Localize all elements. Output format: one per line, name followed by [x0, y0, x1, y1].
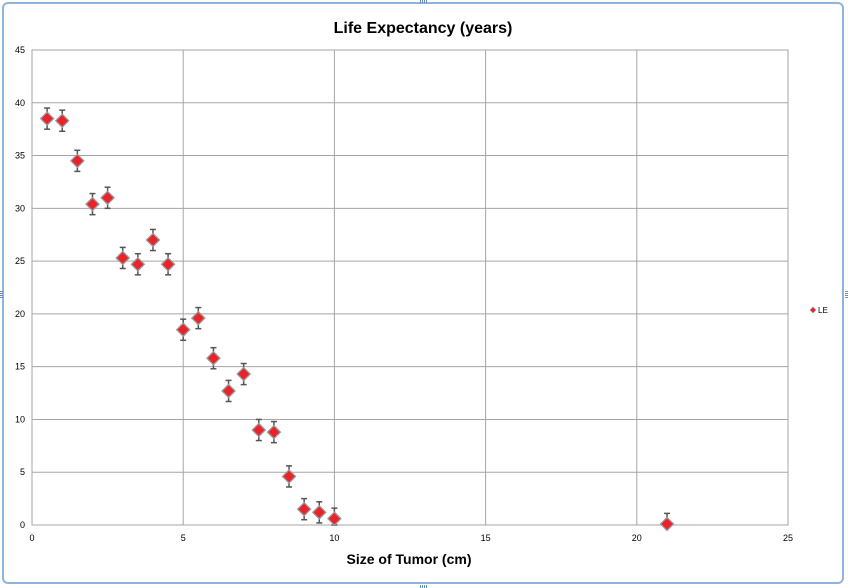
diamond-marker: [236, 366, 252, 382]
data-point: [251, 418, 267, 442]
grid: [31, 49, 789, 526]
data-point: [100, 186, 116, 210]
diamond-marker: [311, 504, 327, 520]
data-point: [236, 362, 252, 386]
data-point: [145, 228, 161, 252]
x-tick-label: 10: [329, 533, 339, 543]
legend: LE: [809, 306, 828, 315]
diamond-marker: [160, 256, 176, 272]
legend-label: LE: [818, 306, 828, 315]
data-series: [39, 107, 675, 532]
resize-handle-top[interactable]: [420, 0, 428, 3]
diamond-marker: [39, 111, 55, 127]
x-axis-title: Size of Tumor (cm): [347, 551, 472, 567]
data-point: [54, 109, 70, 133]
y-tick-label: 10: [15, 414, 25, 424]
x-tick-label: 5: [181, 533, 186, 543]
data-point: [326, 507, 342, 527]
data-point: [281, 465, 297, 488]
y-tick-label: 15: [15, 362, 25, 372]
data-point: [85, 192, 100, 216]
data-point: [160, 252, 176, 276]
data-point: [175, 318, 191, 342]
y-tick-label: 5: [20, 467, 25, 477]
x-axis: 0 5 10 15 20 25: [29, 533, 793, 543]
data-point: [659, 512, 675, 532]
data-point: [130, 252, 146, 276]
diamond-marker: [100, 190, 116, 206]
x-tick-label: 25: [783, 533, 793, 543]
diamond-marker: [190, 310, 206, 326]
x-tick-label: 20: [632, 533, 642, 543]
diamond-marker: [206, 350, 221, 366]
data-point: [206, 346, 221, 370]
diamond-marker: [296, 501, 312, 517]
diamond-marker: [85, 196, 100, 212]
data-point: [39, 107, 55, 130]
data-point: [190, 306, 206, 330]
y-tick-label: 35: [15, 151, 25, 161]
resize-handle-bottom[interactable]: [420, 585, 428, 588]
data-point: [296, 497, 312, 521]
y-tick-label: 40: [15, 98, 25, 108]
diamond-marker: [659, 516, 675, 532]
data-point: [115, 246, 131, 270]
resize-handle-right[interactable]: [845, 290, 848, 298]
x-tick-label: 15: [481, 533, 491, 543]
x-tick-label: 0: [29, 533, 34, 543]
y-tick-label: 45: [15, 45, 25, 55]
y-tick-label: 0: [20, 520, 25, 530]
y-tick-label: 30: [15, 203, 25, 213]
data-point: [221, 379, 236, 403]
diamond-marker: [130, 256, 146, 272]
y-tick-label: 20: [15, 309, 25, 319]
y-axis: 0 5 10 15 20 25 30 35 40 45: [15, 45, 25, 530]
legend-marker: [809, 306, 817, 314]
diamond-marker: [145, 232, 161, 248]
diamond-marker: [221, 383, 236, 399]
diamond-marker: [326, 511, 342, 527]
chart-title: Life Expectancy (years): [334, 20, 513, 37]
data-point: [266, 420, 282, 444]
plot-area-border: [31, 49, 789, 526]
diamond-marker: [266, 424, 282, 440]
data-point: [311, 501, 327, 524]
diamond-marker: [115, 250, 131, 266]
y-tick-label: 25: [15, 256, 25, 266]
diamond-marker: [54, 113, 70, 129]
diamond-marker: [175, 322, 191, 338]
data-point: [69, 149, 85, 173]
diamond-marker: [281, 469, 297, 484]
resize-handle-left[interactable]: [0, 290, 3, 298]
diamond-marker: [251, 422, 267, 438]
diamond-marker: [69, 153, 85, 169]
